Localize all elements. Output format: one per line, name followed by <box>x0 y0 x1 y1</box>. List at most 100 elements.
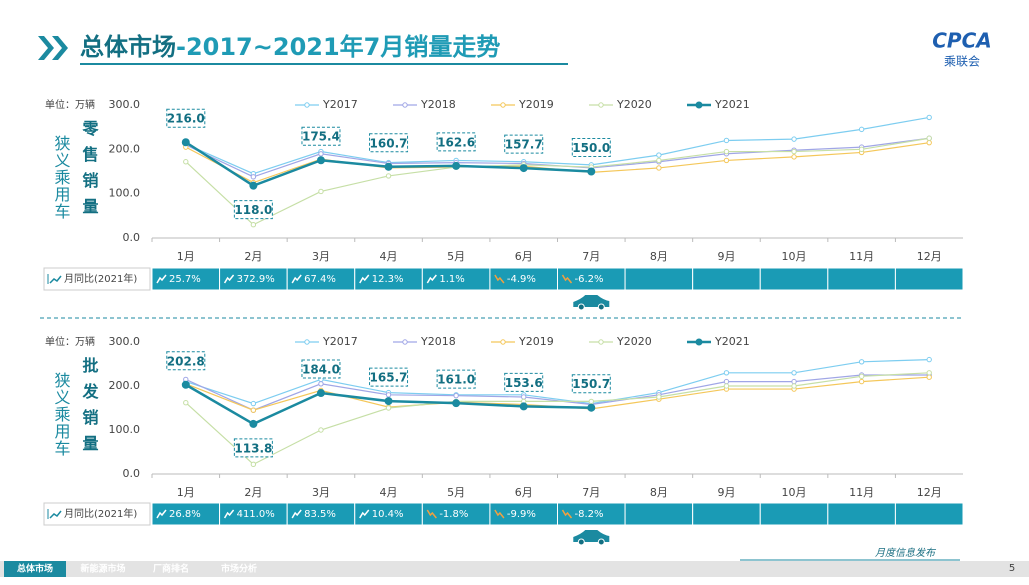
yoy-value: 411.0% <box>237 509 275 520</box>
yoy-cell <box>894 267 964 291</box>
yoy-label: 月同比(2021年) <box>64 272 137 285</box>
point <box>316 389 325 398</box>
car-wheel <box>577 538 585 546</box>
x-tick-label: 6月 <box>515 250 533 263</box>
point <box>656 165 662 171</box>
legend-marker <box>304 339 310 345</box>
yoy-cell <box>692 267 761 291</box>
side-label: 狭义乘用车 <box>52 372 71 457</box>
x-tick-label: 4月 <box>380 486 398 499</box>
footer-note: 月度信息发布 <box>875 547 937 559</box>
point <box>452 399 461 408</box>
yoy-icon <box>49 510 62 519</box>
unit-label: 单位：万辆 <box>45 335 95 348</box>
page-number: 5 <box>1009 563 1015 574</box>
footer-tab: 市场分析 <box>221 563 257 575</box>
legend-marker <box>500 102 506 108</box>
point <box>250 174 257 180</box>
yoy-cell <box>692 502 761 526</box>
point <box>588 398 594 405</box>
yoy-icon <box>49 275 62 284</box>
yoy-label-bg <box>43 267 151 291</box>
point <box>926 135 932 141</box>
y-tick-label: 300.0 <box>109 335 141 348</box>
yoy-trend-icon <box>156 274 167 284</box>
point <box>587 403 596 412</box>
y-tick-label: 200.0 <box>109 142 141 155</box>
point <box>926 356 932 363</box>
point <box>521 394 527 400</box>
yoy-value: 25.7% <box>169 274 201 285</box>
point <box>250 461 257 468</box>
point <box>656 152 662 158</box>
point <box>723 383 730 389</box>
value-label: 113.8 <box>234 441 272 455</box>
series-line <box>185 359 930 405</box>
value-label: 157.7 <box>505 138 543 152</box>
series-line <box>185 372 930 466</box>
point <box>519 164 528 173</box>
value-label-box <box>301 126 341 146</box>
point <box>384 162 393 171</box>
car-wheel <box>597 538 605 546</box>
legend-marker <box>695 338 703 346</box>
value-label-box <box>301 359 341 379</box>
y-tick-label: 100.0 <box>109 423 141 436</box>
value-label: 162.6 <box>437 135 475 149</box>
yoy-trend-icon <box>291 509 302 519</box>
point <box>723 157 730 164</box>
yoy-value: 83.5% <box>304 509 336 520</box>
point <box>587 167 596 176</box>
value-label-box <box>436 369 476 389</box>
value-label-box <box>571 138 611 157</box>
point <box>926 374 932 380</box>
x-tick-label: 8月 <box>650 250 668 263</box>
legend-marker <box>598 102 604 108</box>
yoy-trend-icon <box>561 509 573 519</box>
yoy-trend-icon <box>426 509 437 519</box>
yoy-value: -6.2% <box>575 274 604 285</box>
chart-title: 零售销量 <box>80 120 100 224</box>
point <box>926 370 932 376</box>
yoy-trend-icon <box>359 274 370 284</box>
yoy-trend-icon <box>494 509 505 519</box>
value-label-box <box>436 132 476 152</box>
x-tick-label: 1月 <box>177 486 195 499</box>
x-tick-label: 3月 <box>312 250 330 263</box>
x-tick-label: 10月 <box>782 486 807 499</box>
footer-tab-active <box>4 561 66 577</box>
legend-label: Y2018 <box>420 98 456 111</box>
logo: CPCA <box>932 29 992 53</box>
value-label: 175.4 <box>302 130 340 144</box>
value-label: 165.7 <box>370 371 408 385</box>
point <box>385 405 392 411</box>
point <box>723 370 730 376</box>
value-label: 161.0 <box>437 373 475 387</box>
x-tick-label: 2月 <box>244 250 262 263</box>
yoy-cell <box>624 502 694 526</box>
point <box>385 392 392 398</box>
value-label-box <box>369 133 409 153</box>
yoy-value: -4.9% <box>507 274 536 285</box>
yoy-value: 1.1% <box>439 274 464 285</box>
point <box>384 397 393 406</box>
legend-marker <box>500 339 506 345</box>
value-label-box <box>166 108 206 128</box>
point <box>453 392 459 399</box>
value-label: 150.7 <box>572 377 610 391</box>
series-line <box>185 116 930 175</box>
point <box>723 148 730 155</box>
value-label-box <box>504 372 544 392</box>
x-tick-label: 1月 <box>177 250 195 263</box>
point <box>250 400 257 407</box>
title-main: 总体市场 <box>80 33 176 61</box>
point <box>318 381 324 387</box>
yoy-trend-icon <box>359 509 370 519</box>
legend-marker <box>304 102 310 108</box>
value-label: 184.0 <box>302 363 340 377</box>
x-tick-label: 9月 <box>717 250 735 263</box>
point <box>791 370 797 376</box>
point <box>858 146 865 153</box>
point <box>858 378 865 385</box>
legend-label: Y2017 <box>322 335 358 348</box>
